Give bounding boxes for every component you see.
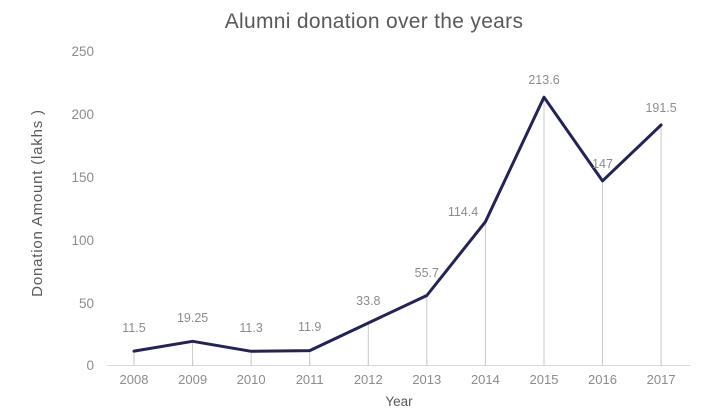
svg-text:150: 150 bbox=[71, 170, 94, 185]
svg-text:2009: 2009 bbox=[178, 372, 207, 387]
svg-text:11.9: 11.9 bbox=[298, 320, 321, 334]
svg-text:11.5: 11.5 bbox=[122, 321, 145, 335]
svg-text:Donation Amount (lakhs ): Donation Amount (lakhs ) bbox=[29, 109, 46, 297]
svg-text:19.25: 19.25 bbox=[177, 311, 208, 325]
svg-text:213.6: 213.6 bbox=[528, 73, 559, 87]
svg-text:100: 100 bbox=[71, 233, 94, 248]
svg-text:2014: 2014 bbox=[471, 372, 500, 387]
svg-text:250: 250 bbox=[71, 44, 94, 59]
svg-text:55.7: 55.7 bbox=[415, 266, 439, 280]
svg-text:2008: 2008 bbox=[120, 372, 149, 387]
svg-text:2015: 2015 bbox=[530, 372, 559, 387]
svg-text:2010: 2010 bbox=[237, 372, 266, 387]
svg-text:200: 200 bbox=[71, 107, 94, 122]
svg-text:114.4: 114.4 bbox=[448, 205, 478, 219]
svg-text:0: 0 bbox=[86, 358, 94, 373]
svg-text:2012: 2012 bbox=[354, 372, 383, 387]
svg-text:11.3: 11.3 bbox=[239, 321, 262, 335]
svg-text:2011: 2011 bbox=[296, 372, 324, 387]
svg-text:33.8: 33.8 bbox=[356, 294, 380, 308]
svg-text:191.5: 191.5 bbox=[645, 101, 676, 115]
svg-text:147: 147 bbox=[592, 157, 613, 171]
svg-text:Year: Year bbox=[385, 394, 413, 409]
svg-text:2016: 2016 bbox=[588, 372, 617, 387]
svg-text:2017: 2017 bbox=[647, 372, 676, 387]
svg-text:2013: 2013 bbox=[412, 372, 441, 387]
svg-text:50: 50 bbox=[79, 296, 94, 311]
